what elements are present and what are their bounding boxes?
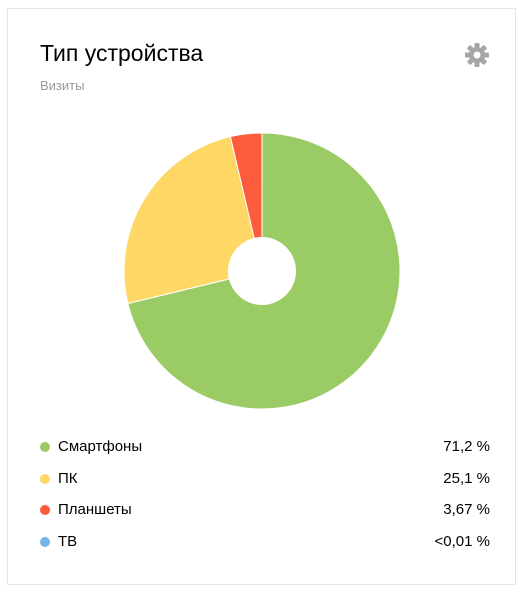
legend-value: 3,67 % xyxy=(443,501,490,518)
gear-icon[interactable] xyxy=(464,42,490,68)
legend-item-smartphones[interactable]: Смартфоны 71,2 % xyxy=(40,434,490,466)
legend-label: ТВ xyxy=(58,532,78,550)
legend-value: 25,1 % xyxy=(443,469,490,487)
legend-swatch xyxy=(40,442,50,452)
pie-slice-2[interactable] xyxy=(229,132,263,272)
legend-swatch xyxy=(40,473,50,484)
legend-item-pc[interactable]: ПК 25,1 % xyxy=(40,466,490,498)
device-type-widget: Тип устройства Визиты Смартфоны 71,2 % xyxy=(7,8,516,585)
legend-label: ПК xyxy=(58,469,78,487)
legend-item-tablets[interactable]: Планшеты 3,67 % xyxy=(40,497,490,529)
widget-subtitle: Визиты xyxy=(40,78,85,93)
donut-hole xyxy=(228,237,296,305)
legend-label: Смартфоны xyxy=(58,438,143,455)
legend-value: <0,01 % xyxy=(434,532,490,550)
legend-item-tv[interactable]: ТВ <0,01 % xyxy=(40,529,490,561)
legend-label: Планшеты xyxy=(58,501,132,518)
legend-swatch xyxy=(40,536,50,547)
device-pie-chart xyxy=(123,132,401,410)
chart-legend: Смартфоны 71,2 % ПК 25,1 % Планшеты 3,67… xyxy=(40,434,490,560)
legend-swatch xyxy=(40,505,50,515)
widget-title: Тип устройства xyxy=(40,40,204,66)
legend-value: 71,2 % xyxy=(443,438,490,455)
pie-slice-1[interactable] xyxy=(123,136,263,305)
